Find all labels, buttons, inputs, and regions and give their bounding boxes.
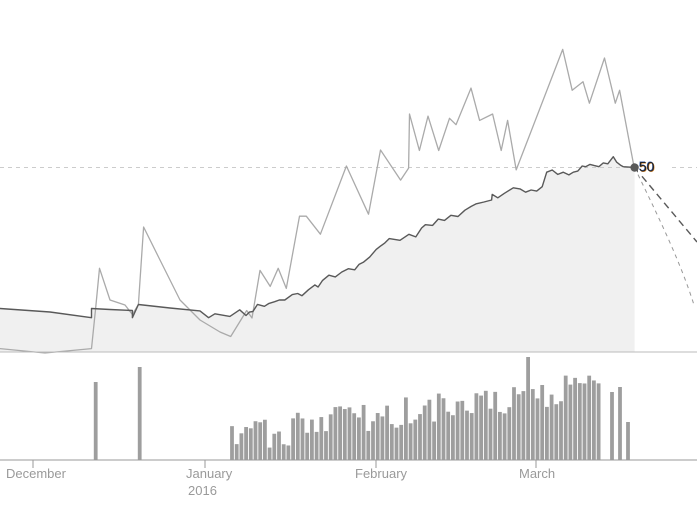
svg-text:March: March (519, 466, 555, 481)
svg-text:2016: 2016 (188, 483, 217, 498)
svg-text:January: January (186, 466, 233, 481)
svg-text:February: February (355, 466, 408, 481)
svg-text:December: December (6, 466, 67, 481)
svg-text:50: 50 (639, 159, 655, 175)
